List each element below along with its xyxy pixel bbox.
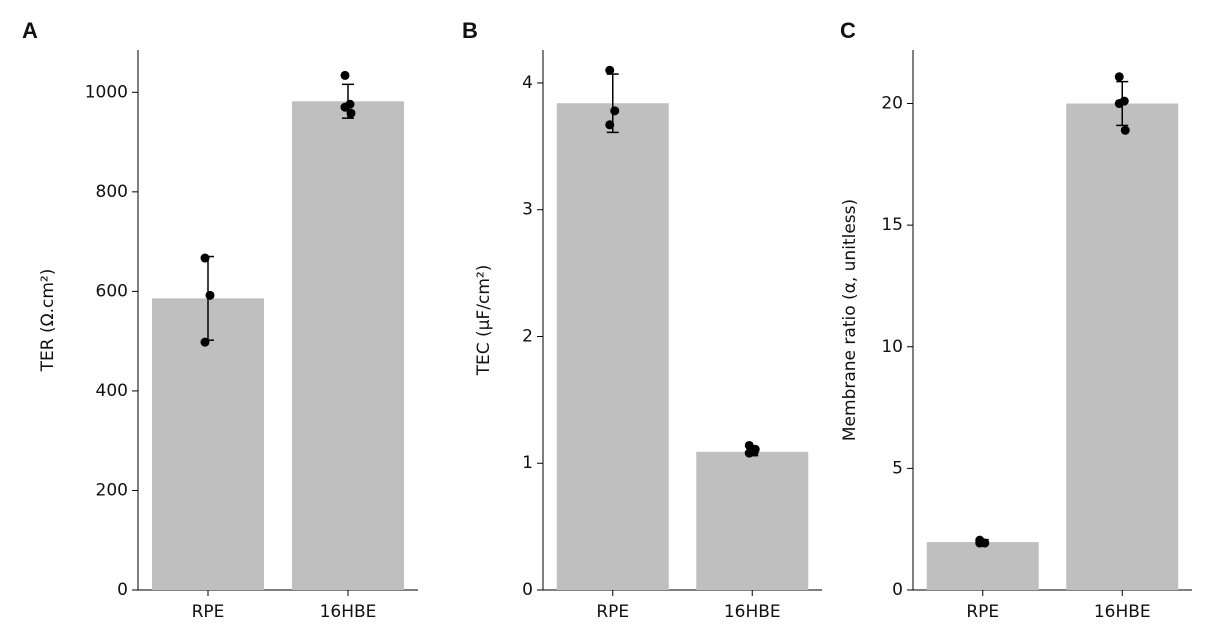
- data-point: [346, 108, 356, 118]
- data-point: [205, 290, 215, 300]
- data-point: [200, 253, 210, 263]
- panel-label: B: [462, 18, 478, 43]
- data-point: [1120, 125, 1130, 135]
- y-tick-label: 1000: [85, 82, 128, 102]
- y-tick-label: 400: [96, 381, 128, 401]
- data-point: [340, 70, 350, 80]
- bar: [926, 542, 1039, 590]
- y-tick-label: 10: [881, 337, 903, 357]
- data-point: [1114, 72, 1124, 82]
- data-point: [200, 337, 210, 347]
- y-tick-label: 0: [892, 580, 903, 600]
- x-tick-label: 16HBE: [1094, 602, 1151, 622]
- bar: [152, 298, 264, 590]
- x-tick-label: 16HBE: [320, 602, 377, 622]
- y-tick-label: 1: [522, 453, 533, 473]
- data-point: [975, 538, 985, 548]
- y-tick-label: 2: [522, 326, 533, 346]
- data-point: [750, 444, 760, 454]
- x-tick-label: RPE: [966, 602, 999, 622]
- bar: [1066, 103, 1179, 590]
- y-tick-label: 0: [117, 580, 128, 600]
- data-point: [605, 120, 615, 130]
- bar: [556, 103, 669, 590]
- bar: [292, 101, 404, 591]
- x-tick-label: RPE: [596, 602, 629, 622]
- data-point: [340, 102, 350, 112]
- y-tick-label: 3: [522, 200, 533, 220]
- data-point: [610, 106, 620, 116]
- y-tick-label: 20: [881, 94, 903, 114]
- data-point: [605, 65, 615, 75]
- data-point: [1114, 99, 1124, 109]
- y-axis-label: TER (Ω.cm²): [38, 269, 58, 373]
- y-tick-label: 5: [892, 458, 903, 478]
- panel-label: C: [840, 18, 856, 43]
- y-tick-label: 200: [96, 480, 128, 500]
- x-tick-label: RPE: [192, 602, 225, 622]
- y-tick-label: 800: [96, 182, 128, 202]
- y-tick-label: 4: [522, 73, 533, 93]
- bar: [696, 451, 809, 590]
- y-tick-label: 15: [881, 215, 903, 235]
- y-tick-label: 0: [522, 580, 533, 600]
- y-tick-label: 600: [96, 281, 128, 301]
- y-axis-label: TEC (μF/cm²): [474, 265, 494, 377]
- x-tick-label: 16HBE: [724, 602, 781, 622]
- panel-label: A: [22, 18, 38, 43]
- y-axis-label: Membrane ratio (α, unitless): [840, 199, 860, 441]
